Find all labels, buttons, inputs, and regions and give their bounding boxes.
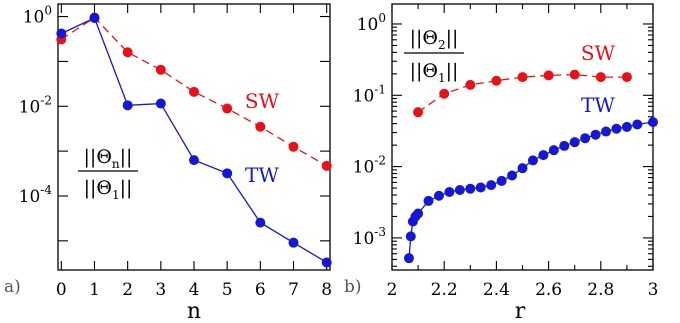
- x-tick-label: 2.4: [483, 280, 510, 300]
- data-point: [621, 121, 632, 132]
- x-tick-label: 3: [155, 280, 166, 300]
- data-point: [517, 163, 528, 174]
- data-point: [601, 126, 612, 137]
- ratio-numerator: ||Θ2||: [410, 27, 459, 52]
- x-axis-title: n: [187, 299, 201, 323]
- panel-label: a): [4, 277, 21, 297]
- data-point: [569, 137, 580, 148]
- data-point: [548, 145, 559, 156]
- data-point: [413, 208, 424, 219]
- data-point: [517, 72, 528, 83]
- ratio-denominator: ||Θ1||: [410, 60, 459, 85]
- panel-a: 0 1 2 3 4 5 6 7 8 100 10-2 10-4 SW TW ||Θn|| ||Θ1|| a) n: [4, 3, 332, 323]
- panel-label: b): [344, 277, 362, 297]
- data-point: [321, 160, 332, 171]
- data-point: [423, 195, 434, 206]
- data-point: [155, 98, 166, 109]
- panel-b: 2 2.2 2.4 2.6 2.8 3 100 10-1 10-2 10-3 SW TW ||Θ2|| |…: [344, 3, 659, 323]
- x-tick-label: 5: [222, 280, 233, 300]
- y-tick-label: 100: [357, 11, 386, 35]
- data-point: [122, 47, 133, 58]
- data-point: [288, 237, 299, 248]
- data-point: [496, 175, 507, 186]
- data-point: [439, 88, 450, 99]
- data-point: [465, 79, 476, 90]
- data-point: [491, 75, 502, 86]
- data-point: [595, 72, 606, 83]
- x-tick-label: 2: [387, 280, 398, 300]
- series-line-tw: [61, 17, 328, 263]
- series-sw: [413, 69, 632, 118]
- x-axis-title: r: [515, 299, 526, 323]
- x-tick-label: 2: [122, 280, 133, 300]
- data-point: [189, 155, 199, 166]
- ratio-numerator: ||Θn||: [84, 146, 133, 171]
- data-point: [444, 187, 455, 198]
- series-tw: [56, 12, 332, 268]
- x-tick-label: 3: [648, 280, 659, 300]
- x-tick-label: 7: [288, 280, 299, 300]
- data-point: [433, 190, 444, 201]
- data-point: [611, 123, 622, 134]
- y-tick-label: 10-1: [353, 82, 386, 106]
- x-tick-label: 2.8: [587, 280, 614, 300]
- data-point: [527, 155, 538, 166]
- x-tick-label: 6: [255, 280, 266, 300]
- data-point: [155, 64, 166, 75]
- x-tick-label: 2.6: [535, 280, 562, 300]
- x-tick-label: 4: [189, 280, 200, 300]
- y-tick-label: 10-2: [353, 154, 386, 178]
- data-point: [122, 100, 133, 111]
- data-point: [486, 180, 497, 191]
- data-point: [569, 69, 580, 80]
- data-point: [413, 107, 424, 118]
- x-tick-label: 2.2: [431, 280, 458, 300]
- y-tick-label: 10-2: [19, 93, 52, 117]
- data-point: [403, 253, 414, 264]
- plot-frame: [57, 3, 331, 271]
- x-tick-label: 1: [89, 280, 100, 300]
- data-point: [507, 170, 518, 181]
- data-point: [590, 129, 601, 140]
- data-point: [465, 183, 476, 194]
- series-label-tw: TW: [245, 163, 279, 187]
- y-tick-label: 10-4: [19, 183, 53, 207]
- data-point: [321, 257, 332, 268]
- data-point: [56, 28, 67, 39]
- series-tw: [403, 117, 658, 264]
- data-point: [255, 121, 266, 132]
- series-label-sw: SW: [245, 89, 280, 113]
- series-label-sw: SW: [581, 41, 616, 65]
- data-point: [89, 12, 100, 23]
- x-tick-label: 0: [56, 280, 67, 300]
- data-point: [255, 217, 266, 228]
- data-point: [189, 86, 199, 97]
- y-tick-label: 100: [23, 4, 52, 28]
- data-point: [454, 184, 465, 195]
- data-point: [405, 231, 416, 242]
- x-tick-label: 8: [321, 280, 332, 300]
- data-point: [222, 168, 233, 179]
- data-point: [632, 119, 643, 130]
- data-point: [288, 141, 299, 152]
- data-point: [538, 150, 549, 161]
- data-point: [580, 133, 591, 144]
- y-tick-label: 10-3: [353, 225, 386, 249]
- data-point: [559, 140, 570, 151]
- data-point: [621, 72, 632, 83]
- data-point: [222, 103, 233, 114]
- series-line-sw: [417, 73, 627, 113]
- data-point: [648, 117, 658, 128]
- series-label-tw: TW: [581, 93, 615, 117]
- ratio-denominator: ||Θ1||: [84, 177, 133, 202]
- series-line-sw: [60, 16, 328, 167]
- data-point: [543, 70, 554, 81]
- data-point: [475, 182, 486, 193]
